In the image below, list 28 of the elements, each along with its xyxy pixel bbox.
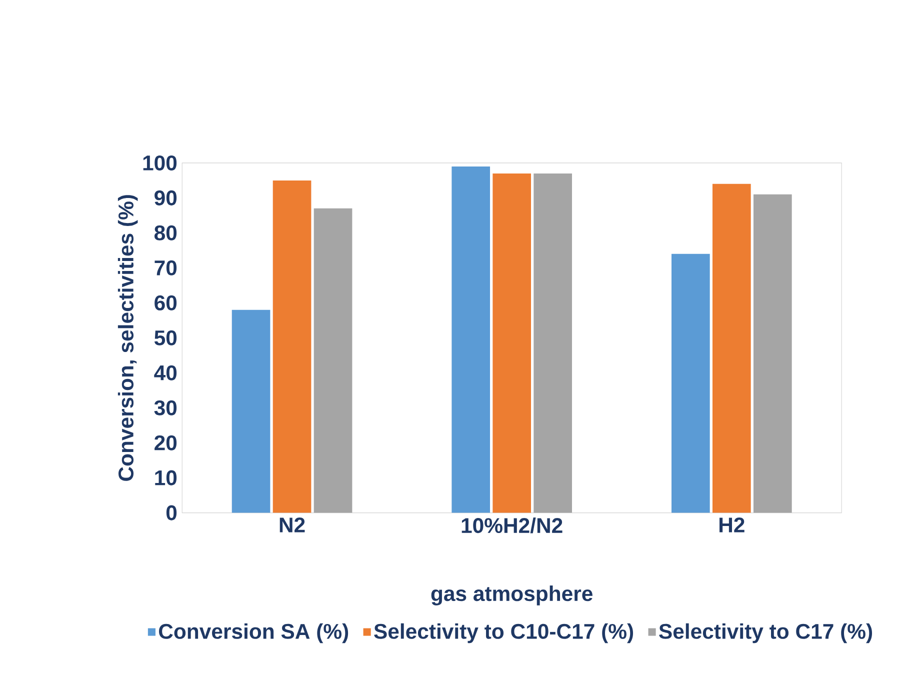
bar	[672, 254, 710, 513]
x-tick-label: H2	[720, 517, 744, 532]
legend-label: Conversion SA (%)	[159, 623, 348, 644]
bar	[232, 310, 270, 513]
bar	[272, 180, 312, 513]
y-tick-label: 100	[143, 155, 177, 170]
bar	[534, 173, 572, 513]
bar	[452, 166, 490, 513]
y-tick-label: 30	[154, 400, 177, 416]
bar	[753, 194, 792, 513]
y-tick-label: 90	[154, 190, 177, 206]
y-tick-label: 80	[154, 225, 177, 240]
x-axis-title: gas atmosphere	[431, 585, 592, 606]
y-tick-label: 60	[154, 295, 177, 310]
bar	[314, 208, 352, 513]
y-tick-label: 70	[154, 260, 177, 276]
y-tick-label: 50	[154, 330, 177, 346]
y-tick-label: 0	[166, 505, 177, 520]
bar	[712, 184, 751, 513]
y-axis-title: Conversion, selectivities (%)	[118, 195, 138, 481]
legend-label: Selectivity to C17 (%)	[659, 623, 872, 644]
y-tick-label: 20	[154, 435, 177, 450]
bar	[492, 173, 532, 513]
x-tick-label: 10%H2/N2	[462, 517, 562, 534]
y-tick-label: 10	[155, 470, 177, 486]
y-tick-label: 40	[154, 365, 177, 380]
x-tick-label: N2	[280, 517, 305, 532]
legend-label: Selectivity to C10-C17 (%)	[374, 623, 634, 644]
